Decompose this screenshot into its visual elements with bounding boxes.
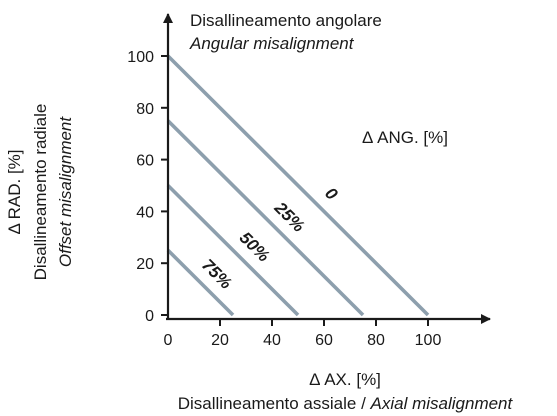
y-tick-label: 80	[136, 101, 154, 118]
chart-title-line1: Disallineamento angolare	[190, 11, 382, 30]
x-tick-label: 20	[211, 332, 229, 349]
x-tick-label: 100	[415, 332, 442, 349]
x-axis-symbol-label: Δ AX. [%]	[309, 370, 381, 389]
chart-title-line2: Angular misalignment	[189, 34, 355, 53]
angular-misalignment-label: Δ ANG. [%]	[362, 128, 448, 147]
x-axis-label-it: Disallineamento assiale /	[178, 394, 371, 413]
series-layer	[166, 54, 430, 317]
y-tick-label: 20	[136, 256, 154, 273]
tick-layer: 0 20 40 60 80 100 0 20 40 60 80 100	[127, 49, 441, 349]
x-tick-label: 80	[367, 332, 385, 349]
series-label-0: 0	[321, 184, 341, 205]
x-tick-label: 40	[263, 332, 281, 349]
x-axis-label-en: Axial misalignment	[370, 394, 514, 413]
y-axis-label-en: Offset misalignment	[56, 116, 75, 267]
y-tick-label: 100	[127, 49, 154, 66]
series-line-25	[166, 119, 365, 317]
x-tick-label: 0	[164, 332, 173, 349]
series-line-50	[166, 184, 300, 317]
y-tick-label: 40	[136, 204, 154, 221]
x-tick-label: 60	[315, 332, 333, 349]
y-axis-label-it: Disallineamento radiale	[31, 104, 50, 281]
series-line-0	[166, 54, 430, 317]
y-tick-label: 0	[145, 308, 154, 325]
y-tick-label: 60	[136, 153, 154, 170]
x-axis-label: Disallineamento assiale / Axial misalign…	[178, 394, 514, 413]
y-axis-symbol-label: Δ RAD. [%]	[5, 149, 24, 234]
series-line-75	[166, 248, 235, 317]
